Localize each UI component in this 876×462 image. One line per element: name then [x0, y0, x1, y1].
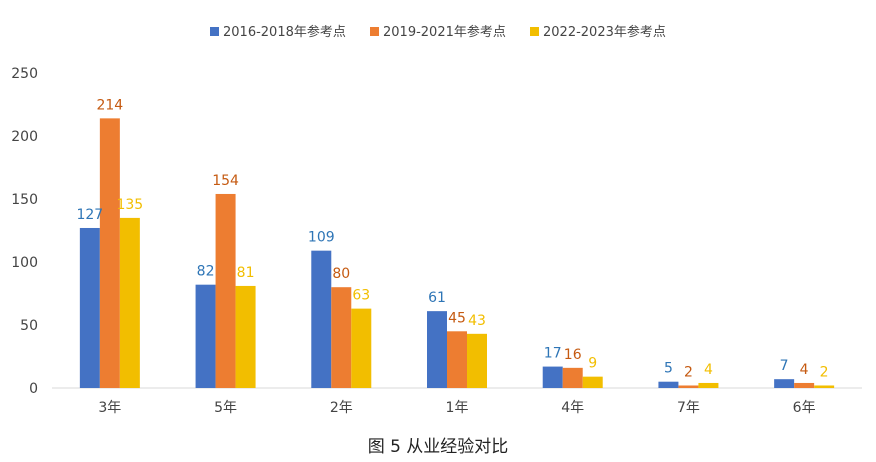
bar — [447, 331, 467, 388]
bar — [79, 227, 100, 388]
bar — [542, 366, 563, 388]
data-label: 2 — [820, 364, 829, 380]
legend-label: 2016-2018年参考点 — [223, 24, 346, 40]
legend-item: 2022-2023年参考点 — [530, 24, 666, 40]
bar — [814, 385, 835, 388]
bar — [427, 311, 447, 388]
bar — [678, 385, 699, 388]
x-tick-label: 6年 — [793, 400, 816, 416]
bars — [79, 118, 835, 389]
data-label: 61 — [428, 290, 446, 306]
bar — [351, 308, 372, 388]
data-label: 63 — [352, 288, 370, 304]
data-label: 154 — [212, 173, 239, 189]
legend-swatch — [210, 27, 219, 36]
x-tick-label: 4年 — [561, 400, 584, 416]
bar — [794, 382, 815, 388]
data-label: 17 — [544, 346, 562, 362]
y-tick-label: 150 — [11, 192, 38, 208]
bar — [582, 376, 603, 388]
data-label: 135 — [116, 197, 143, 213]
data-label: 4 — [800, 362, 809, 378]
data-label: 214 — [96, 97, 123, 113]
legend-swatch — [370, 27, 379, 36]
bar — [331, 287, 352, 388]
bar — [235, 285, 256, 388]
legend-label: 2019-2021年参考点 — [383, 24, 506, 40]
y-axis: 0 50 100 150 200 250 — [11, 66, 38, 397]
y-tick-label: 100 — [11, 255, 38, 271]
bar — [658, 381, 679, 388]
data-label: 45 — [448, 310, 466, 326]
x-tick-label: 7年 — [677, 400, 700, 416]
legend: 2016-2018年参考点 2019-2021年参考点 2022-2023年参考点 — [210, 24, 666, 40]
legend-swatch — [530, 27, 539, 36]
data-label: 82 — [197, 264, 215, 280]
data-label: 5 — [664, 361, 673, 377]
data-label: 16 — [564, 347, 582, 363]
data-label: 9 — [588, 356, 597, 372]
legend-item: 2016-2018年参考点 — [210, 24, 346, 40]
legend-label: 2022-2023年参考点 — [543, 24, 666, 40]
bar — [119, 217, 140, 388]
bar — [311, 250, 332, 388]
x-tick-label: 5年 — [214, 400, 237, 416]
bar — [562, 367, 583, 388]
y-tick-label: 0 — [29, 381, 38, 397]
y-tick-label: 250 — [11, 66, 38, 82]
data-label: 4 — [704, 362, 713, 378]
data-label: 7 — [780, 358, 789, 374]
bar — [467, 333, 487, 388]
data-label: 81 — [237, 265, 255, 281]
data-label: 2 — [684, 364, 693, 380]
legend-item: 2019-2021年参考点 — [370, 24, 506, 40]
y-tick-label: 200 — [11, 129, 38, 145]
bar — [195, 284, 216, 388]
data-label: 109 — [308, 230, 335, 246]
data-label: 43 — [468, 313, 486, 329]
y-tick-label: 50 — [20, 318, 38, 334]
x-tick-label: 3年 — [98, 400, 121, 416]
x-tick-label: 1年 — [446, 400, 469, 416]
bar — [774, 379, 795, 388]
bar — [215, 193, 236, 388]
data-label: 80 — [332, 266, 350, 282]
x-axis: 3年 5年 2年 1年 4年 7年 6年 — [98, 400, 815, 416]
chart-title: 图 5 从业经验对比 — [368, 437, 509, 457]
bar — [99, 118, 120, 389]
data-label: 127 — [76, 207, 103, 223]
bar — [698, 382, 719, 388]
x-tick-label: 2年 — [330, 400, 353, 416]
